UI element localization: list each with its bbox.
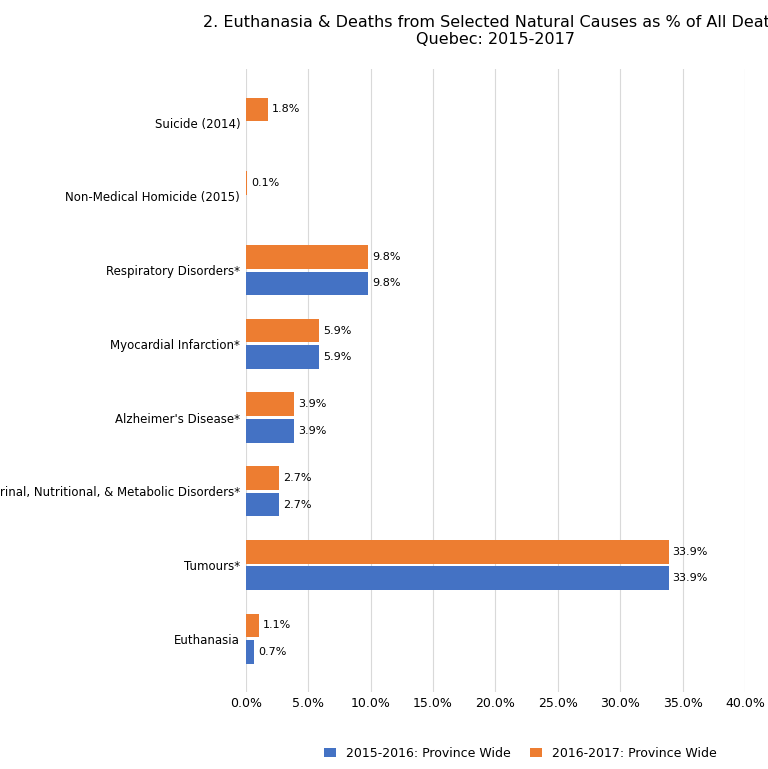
Bar [246,345,319,369]
Text: 5.9%: 5.9% [323,352,352,362]
Bar [246,640,254,664]
Bar [246,466,280,490]
Text: 2.7%: 2.7% [283,473,312,483]
Bar [246,98,268,121]
Bar [246,171,247,195]
Title: 2. Euthanasia & Deaths from Selected Natural Causes as % of All Deaths
Quebec: 2: 2. Euthanasia & Deaths from Selected Nat… [203,15,768,47]
Text: 9.8%: 9.8% [372,278,400,288]
Bar [246,614,260,638]
Text: 1.8%: 1.8% [272,105,300,115]
Bar [246,493,280,516]
Text: 33.9%: 33.9% [673,547,708,557]
Text: 0.7%: 0.7% [258,647,286,657]
Bar [246,245,368,268]
Bar [246,392,294,416]
Bar [246,271,368,295]
Text: 1.1%: 1.1% [263,621,292,631]
Bar [246,318,319,342]
Text: 0.1%: 0.1% [250,178,279,188]
Bar [246,567,669,590]
Bar [246,540,669,564]
Text: 9.8%: 9.8% [372,251,400,261]
Bar [246,419,294,443]
Text: 33.9%: 33.9% [673,573,708,583]
Text: 3.9%: 3.9% [298,426,326,436]
Legend: 2015-2016: Province Wide, 2016-2017: Province Wide: 2015-2016: Province Wide, 2016-2017: Pro… [319,742,722,765]
Text: 5.9%: 5.9% [323,325,352,335]
Text: 3.9%: 3.9% [298,399,326,409]
Text: 2.7%: 2.7% [283,500,312,510]
